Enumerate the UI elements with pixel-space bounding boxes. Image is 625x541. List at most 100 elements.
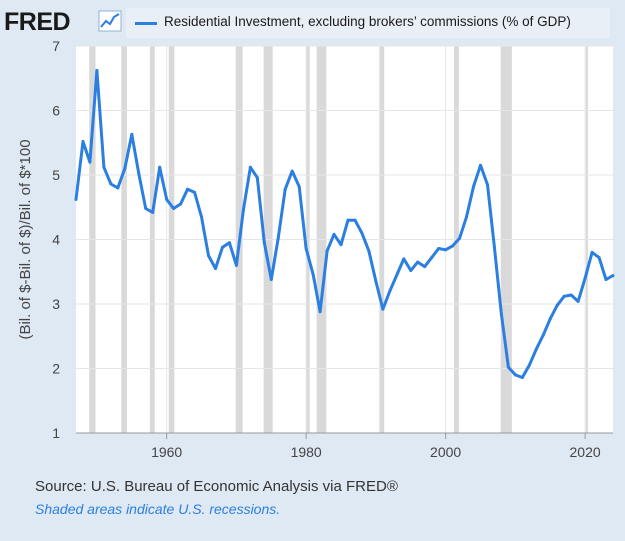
data-point xyxy=(227,241,231,245)
data-points xyxy=(74,69,615,380)
data-point xyxy=(234,263,238,267)
y-tick-label: 5 xyxy=(52,167,60,183)
data-point xyxy=(311,272,315,276)
data-point xyxy=(186,187,190,191)
data-point xyxy=(179,202,183,206)
data-point xyxy=(562,294,566,298)
data-point xyxy=(360,231,364,235)
data-point xyxy=(583,276,587,280)
data-point xyxy=(444,248,448,252)
y-tick-label: 1 xyxy=(52,425,60,441)
y-tick-label: 2 xyxy=(52,361,60,377)
data-point xyxy=(478,163,482,167)
data-point xyxy=(95,69,99,73)
x-tick-label: 1960 xyxy=(151,444,182,460)
data-point xyxy=(506,365,510,369)
data-point xyxy=(81,139,85,143)
data-point xyxy=(130,132,134,136)
data-point xyxy=(367,249,371,253)
data-point xyxy=(527,363,531,367)
data-point xyxy=(283,187,287,191)
data-point xyxy=(123,167,127,171)
y-tick-label: 4 xyxy=(52,232,60,248)
data-point xyxy=(165,198,169,202)
data-point xyxy=(151,210,155,214)
data-point xyxy=(88,160,92,164)
data-point xyxy=(276,236,280,240)
recession-note: Shaded areas indicate U.S. recessions. xyxy=(35,501,281,517)
data-point xyxy=(262,241,266,245)
data-point xyxy=(388,289,392,293)
data-point xyxy=(513,373,517,377)
data-point xyxy=(402,257,406,261)
data-point xyxy=(541,333,545,337)
data-point xyxy=(269,277,273,281)
data-point xyxy=(423,265,427,269)
y-axis: 1 2 3 4 5 6 7 xyxy=(52,38,60,441)
chart-line-icon xyxy=(98,10,122,32)
data-point xyxy=(416,260,420,264)
legend-swatch xyxy=(135,22,157,25)
data-point xyxy=(465,215,469,219)
data-point xyxy=(193,190,197,194)
data-point xyxy=(611,274,615,278)
fred-logo[interactable]: FRED xyxy=(4,8,71,36)
data-point xyxy=(332,232,336,236)
data-point xyxy=(102,165,106,169)
x-tick-label: 2000 xyxy=(430,444,461,460)
data-point xyxy=(597,256,601,260)
data-point xyxy=(353,218,357,222)
x-axis: 1960 1980 2000 2020 xyxy=(76,432,613,460)
data-point xyxy=(590,250,594,254)
data-point xyxy=(213,267,217,271)
data-point xyxy=(318,310,322,314)
data-point xyxy=(555,303,559,307)
data-point xyxy=(458,236,462,240)
data-point xyxy=(548,317,552,321)
data-point xyxy=(472,185,476,189)
data-point xyxy=(409,268,413,272)
y-tick-label: 3 xyxy=(52,296,60,312)
data-point xyxy=(339,243,343,247)
data-point xyxy=(395,273,399,277)
legend: Residential Investment, excluding broker… xyxy=(126,8,610,38)
data-point xyxy=(374,279,378,283)
data-point xyxy=(534,347,538,351)
data-point xyxy=(499,312,503,316)
data-point xyxy=(109,182,113,186)
data-point xyxy=(241,208,245,212)
source-value[interactable]: U.S. Bureau of Economic Analysis via FRE… xyxy=(90,478,398,495)
data-point xyxy=(158,165,162,169)
y-tick-label: 7 xyxy=(52,38,60,54)
data-point xyxy=(74,198,78,202)
series-line xyxy=(74,69,614,379)
grid-lines xyxy=(76,45,613,434)
data-point xyxy=(144,207,148,211)
data-point xyxy=(451,244,455,248)
data-point xyxy=(430,256,434,260)
data-point xyxy=(381,307,385,311)
legend-label: Residential Investment, excluding broker… xyxy=(164,14,571,29)
data-point xyxy=(248,165,252,169)
y-tick-label: 6 xyxy=(52,103,60,119)
data-point xyxy=(485,183,489,187)
data-point xyxy=(576,299,580,303)
data-point xyxy=(207,254,211,258)
data-point xyxy=(290,169,294,173)
data-point xyxy=(200,215,204,219)
x-tick-label: 2020 xyxy=(570,444,601,460)
data-point xyxy=(604,277,608,281)
x-tick-label: 1980 xyxy=(291,444,322,460)
data-point xyxy=(304,247,308,251)
data-point xyxy=(297,185,301,189)
data-point xyxy=(116,186,120,190)
data-point xyxy=(220,245,224,249)
data-point xyxy=(172,207,176,211)
data-point xyxy=(325,249,329,253)
data-point xyxy=(520,376,524,380)
data-point xyxy=(346,218,350,222)
y-axis-label: (Bil. of $-Bil. of $)/Bil. of $*100 xyxy=(17,139,34,339)
data-point xyxy=(437,247,441,251)
source-text: Source: U.S. Bureau of Economic Analysis… xyxy=(35,478,398,495)
